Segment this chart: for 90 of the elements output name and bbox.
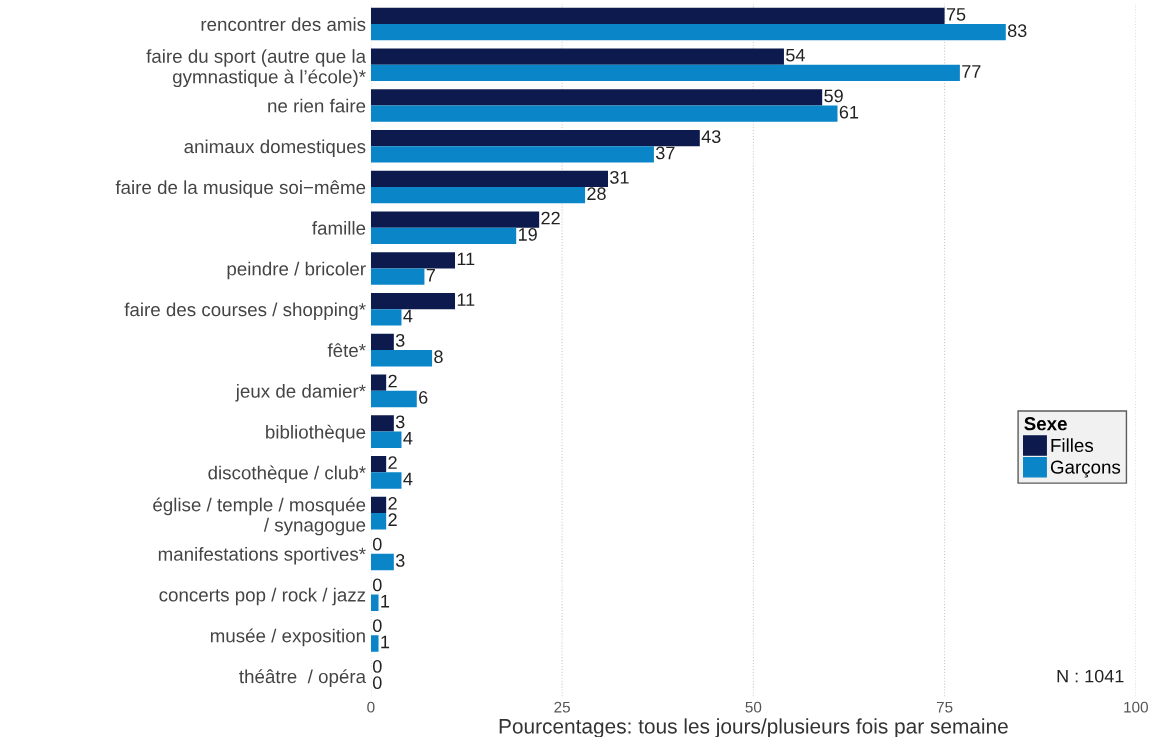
x-axis-title: Pourcentages: tous les jours/plusieurs fois par semaine	[499, 718, 1008, 737]
data-label: 3	[395, 333, 405, 347]
data-label: 77	[962, 65, 981, 78]
x-tick-label: 0	[367, 701, 375, 713]
data-label: 3	[395, 554, 405, 567]
y-tick-label: faire de la musique soi−même	[115, 180, 366, 198]
bar	[370, 553, 394, 571]
x-tick-label: 75	[936, 701, 953, 713]
y-tick-label: discothèque / club*	[208, 465, 366, 484]
x-tick-label: 100	[1124, 701, 1148, 713]
y-tick-label: famille	[312, 221, 366, 235]
y-tick-label: bibliothèque	[266, 424, 366, 443]
data-label: 11	[457, 293, 475, 306]
data-label: 0	[372, 578, 382, 592]
bar	[370, 390, 417, 408]
bar	[370, 105, 838, 122]
bar	[370, 252, 456, 269]
y-tick-label: théâtre / opéra	[239, 669, 367, 687]
data-label: 7	[426, 268, 435, 282]
data-label: 1	[381, 594, 390, 608]
data-label: 2	[388, 456, 397, 469]
bar	[370, 211, 540, 228]
data-label: 37	[655, 146, 675, 160]
bar	[370, 415, 394, 432]
bar	[370, 635, 379, 652]
bar	[370, 7, 945, 25]
y-tick-label: rencontrer des amis	[201, 17, 366, 32]
x-tick-label: 50	[745, 701, 762, 713]
annotation: N : 1041	[1057, 669, 1124, 683]
bar	[370, 350, 433, 367]
bar	[370, 431, 402, 448]
bar	[370, 89, 823, 106]
data-label: 2	[388, 513, 397, 526]
bar	[370, 496, 387, 514]
data-label: 0	[372, 619, 382, 633]
x-tick-label: 25	[554, 701, 570, 713]
y-tick-label: musée / exposition	[210, 628, 365, 647]
data-label: 0	[372, 537, 382, 551]
data-label: 28	[587, 187, 606, 201]
data-label: 2	[388, 496, 397, 510]
data-label: 0	[372, 676, 382, 690]
y-tick-label: peindre / bricoler	[227, 261, 366, 280]
legend-label: Garçons	[1050, 460, 1121, 478]
bar	[370, 333, 394, 351]
data-label: 54	[786, 48, 805, 62]
bar	[370, 130, 700, 147]
bar	[370, 24, 1006, 41]
data-label: 75	[946, 8, 966, 21]
bar	[370, 293, 456, 310]
data-label: 19	[518, 228, 537, 241]
bar	[370, 268, 425, 285]
bar	[370, 170, 609, 188]
data-label: 61	[839, 105, 859, 119]
legend-label: Filles	[1051, 438, 1094, 453]
y-tick-label: jeux de damier*	[235, 384, 366, 402]
data-label: 11	[457, 252, 475, 266]
bar	[370, 227, 517, 245]
legend-title: Sexe	[1024, 417, 1067, 431]
y-tick-label: manifestations sportives*	[158, 547, 366, 565]
data-label: 6	[419, 391, 428, 404]
data-label: 3	[395, 415, 405, 429]
data-label: 4	[403, 309, 413, 323]
y-tick-label: église / temple / mosquée / synagogue	[153, 497, 366, 536]
data-label: 2	[388, 374, 397, 388]
y-tick-label: concerts pop / rock / jazz	[159, 587, 366, 606]
bar	[370, 594, 379, 611]
bar	[370, 456, 387, 473]
y-tick-label: ne rien faire	[268, 98, 366, 113]
bar	[370, 187, 586, 204]
data-label: 8	[434, 350, 443, 364]
data-label: 4	[403, 431, 413, 445]
bar	[370, 146, 654, 163]
data-label: 0	[372, 660, 382, 673]
bar	[370, 513, 387, 530]
data-label: 22	[541, 211, 560, 225]
data-label: 4	[403, 472, 413, 486]
y-tick-label: fête*	[327, 343, 366, 358]
data-label: 59	[824, 89, 843, 103]
bar	[370, 374, 387, 391]
bar	[370, 472, 402, 489]
data-label: 1	[381, 635, 390, 649]
bar	[370, 48, 784, 65]
data-label: 83	[1007, 24, 1027, 38]
y-tick-label: animaux domestiques	[184, 139, 366, 157]
bar	[370, 64, 960, 82]
y-tick-label: faire des courses / shopping*	[124, 302, 366, 321]
data-label: 31	[610, 170, 629, 184]
y-tick-label: faire du sport (autre que la gymnastique à l’école)*	[146, 49, 367, 88]
bar	[370, 309, 402, 326]
data-label: 43	[701, 130, 721, 144]
